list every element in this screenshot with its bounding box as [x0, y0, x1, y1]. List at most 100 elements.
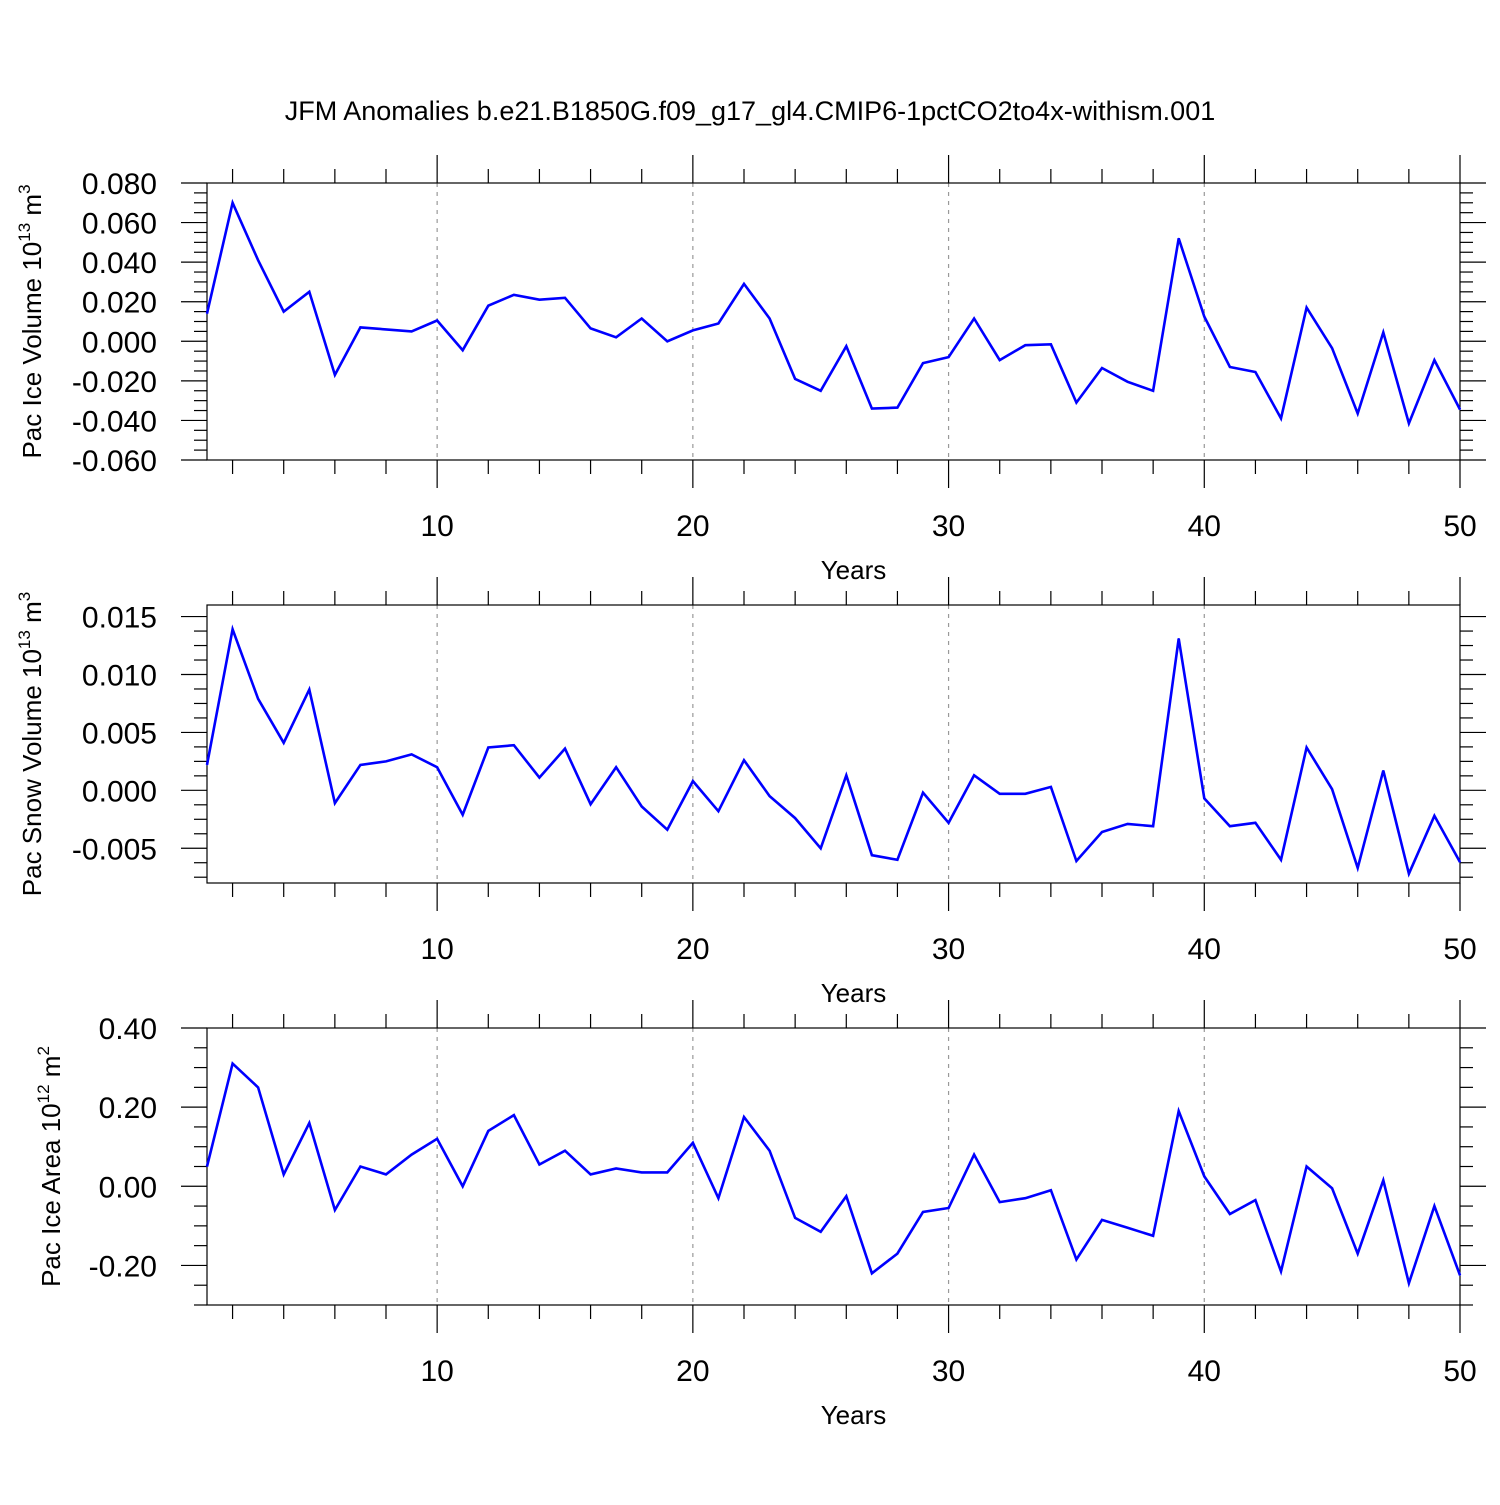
x-tick-label: 10 — [420, 933, 453, 966]
data-point — [1229, 825, 1231, 827]
x-tick-label: 30 — [932, 510, 965, 543]
data-point — [589, 327, 592, 330]
y-tick-label: -0.060 — [72, 445, 157, 478]
data-point — [1254, 371, 1257, 373]
y-tick-label: 0.010 — [82, 660, 157, 693]
data-point — [1178, 1110, 1180, 1112]
data-point — [462, 1185, 464, 1187]
data-point — [794, 378, 796, 380]
data-point — [871, 1272, 873, 1274]
data-point — [257, 698, 259, 700]
y-tick-label: 0.080 — [82, 168, 157, 201]
data-point — [410, 753, 413, 756]
data-point — [692, 1142, 694, 1144]
data-point — [462, 349, 464, 351]
data-point — [231, 628, 234, 630]
data-point — [257, 259, 259, 261]
data-point — [1305, 307, 1308, 309]
x-tick-label: 40 — [1188, 933, 1221, 966]
panel-2: 10 20 30 40 50 -0.005 0.000 0.005 0.010 0.015 Year… — [15, 577, 1486, 1008]
data-point — [717, 1197, 720, 1199]
data-point — [1024, 793, 1026, 795]
data-point — [385, 328, 387, 331]
x-axis-label: Years — [821, 555, 887, 585]
data-point — [1433, 359, 1436, 361]
data-point — [1357, 1252, 1359, 1255]
data-point — [1024, 1197, 1026, 1199]
data-point — [308, 688, 310, 691]
y-axis-label-part: m — [36, 1056, 66, 1085]
data-point — [1382, 1179, 1384, 1181]
y-tick-label: 0.000 — [82, 326, 157, 359]
x-tick-label: 20 — [676, 1355, 709, 1388]
data-point — [1459, 408, 1461, 411]
y-axis-label-part: Pac Snow Volume 10 — [17, 649, 47, 896]
y-tick-label: 0.060 — [82, 208, 157, 241]
data-point — [871, 854, 873, 856]
data-point — [1050, 1189, 1052, 1191]
data-point — [1331, 1187, 1333, 1189]
data-point — [692, 329, 694, 332]
data-point — [820, 1231, 822, 1233]
data-point — [283, 311, 285, 313]
x-tick-label: 30 — [932, 1355, 965, 1388]
data-point — [922, 362, 924, 364]
data-point — [334, 1209, 336, 1211]
data-point — [1459, 861, 1461, 863]
data-point — [1050, 786, 1052, 788]
data-point — [1101, 367, 1103, 369]
data-point — [845, 774, 847, 776]
data-point — [1126, 381, 1129, 383]
data-point — [743, 759, 745, 761]
data-point — [1229, 1213, 1231, 1215]
data-point — [896, 859, 899, 861]
x-tick-label: 30 — [932, 933, 965, 966]
data-point — [666, 829, 668, 831]
data-point — [973, 317, 975, 320]
data-point — [589, 1173, 592, 1176]
panel-3: 10 20 30 40 50 -0.20 0.00 0.20 0.40 Years Pac Ice … — [34, 1000, 1486, 1430]
data-point — [1101, 831, 1103, 833]
data-point — [1229, 366, 1231, 368]
y-tick-label: 0.00 — [99, 1171, 157, 1204]
y-tick-label: -0.040 — [72, 405, 157, 438]
data-point — [1075, 1258, 1078, 1261]
y-tick-label: 0.20 — [99, 1092, 157, 1125]
data-point — [1433, 1205, 1436, 1207]
y-tick-label: 0.020 — [82, 287, 157, 320]
data-point — [308, 1122, 310, 1124]
y-tick-label: -0.020 — [72, 366, 157, 399]
data-point — [564, 297, 566, 299]
series-line — [205, 624, 1462, 878]
data-point — [231, 202, 234, 204]
data-point — [538, 776, 541, 779]
y-axis-label-superscript: 12 — [34, 1084, 53, 1103]
data-point — [666, 1171, 668, 1174]
data-point — [436, 319, 438, 322]
data-point — [896, 1252, 899, 1255]
data-point — [871, 407, 873, 410]
data-point — [973, 774, 975, 776]
x-tick-label: 50 — [1443, 510, 1476, 543]
y-tick-label: 0.005 — [82, 717, 157, 750]
data-point — [231, 1063, 234, 1065]
y-axis-label: Pac Ice Area 1012 m2 — [34, 1046, 66, 1287]
data-point — [487, 305, 489, 307]
data-point — [820, 390, 822, 392]
data-point — [538, 1163, 541, 1166]
data-point — [1152, 825, 1154, 827]
data-point — [564, 1150, 566, 1152]
data-point — [641, 1171, 643, 1174]
data-point — [947, 822, 950, 824]
y-axis-label-part: m — [17, 601, 47, 630]
data-point — [487, 746, 489, 749]
data-point — [308, 291, 310, 293]
data-point — [1280, 1270, 1282, 1272]
data-point — [206, 764, 208, 766]
data-point — [1408, 422, 1410, 424]
panels: 10 20 30 40 50 -0.060 -0.040 -0.020 0.000 0.020 0.… — [15, 155, 1486, 1430]
y-axis-label-superscript: 2 — [34, 1046, 53, 1055]
data-point — [1050, 343, 1052, 345]
y-axis-label: Pac Ice Volume 1013 m3 — [15, 184, 47, 458]
y-tick-label: -0.20 — [89, 1250, 157, 1283]
